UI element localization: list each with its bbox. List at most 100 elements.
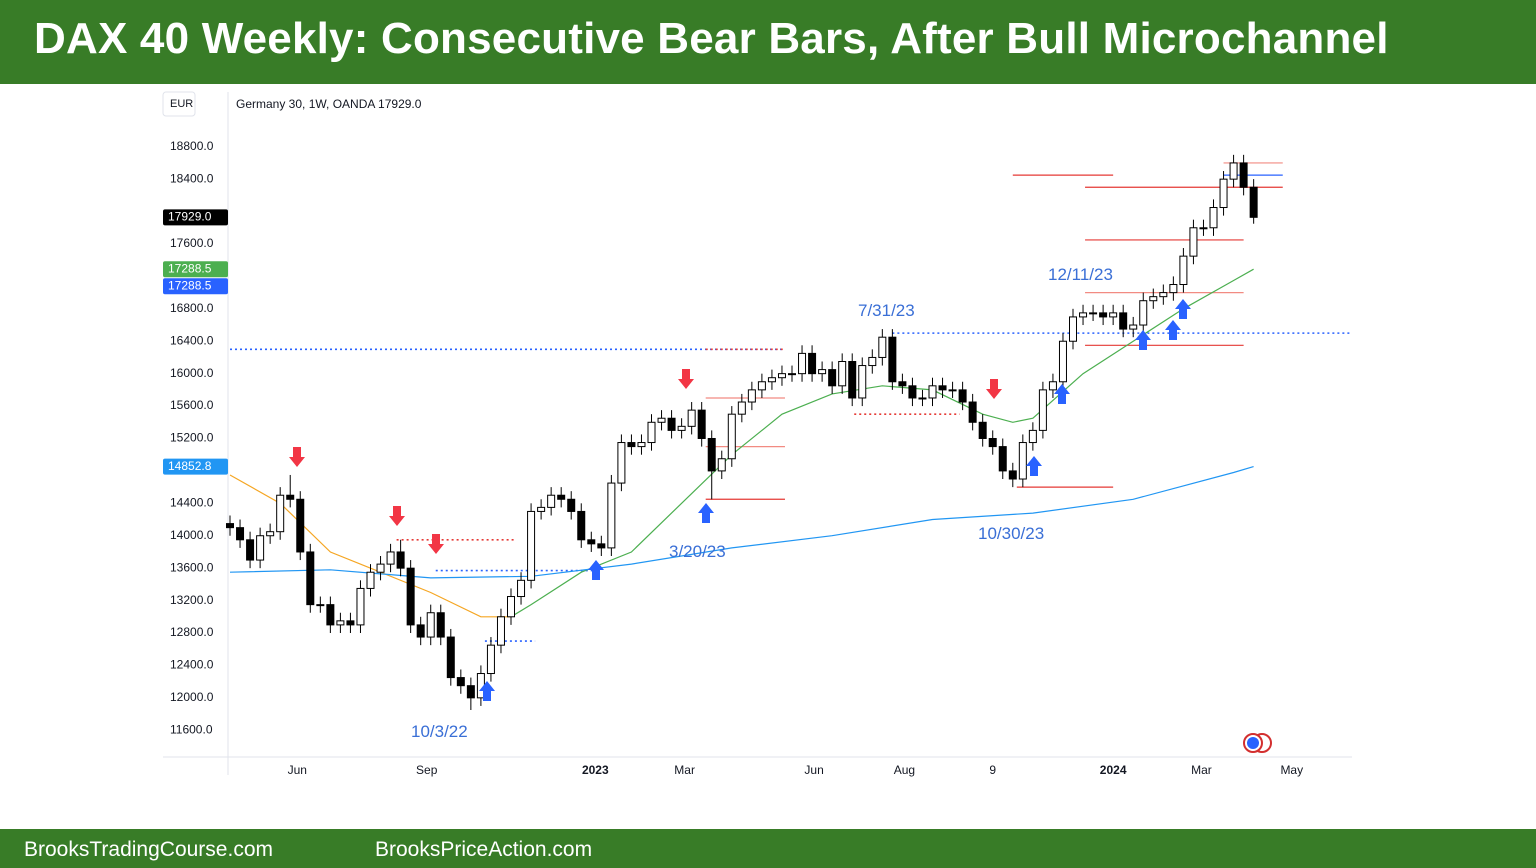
x-tick-label: 2023	[582, 763, 609, 777]
price-tag-label: 14852.8	[168, 459, 212, 473]
y-tick-label: 16000.0	[170, 366, 214, 380]
candle-body	[1079, 312, 1088, 318]
candle-body	[637, 442, 646, 448]
x-tick-label: May	[1280, 763, 1303, 777]
up-arrow	[1175, 299, 1191, 319]
x-tick-label: 2024	[1100, 763, 1127, 777]
candle-body	[256, 535, 265, 561]
candle-body	[828, 369, 837, 387]
candle-body	[667, 417, 676, 431]
candle-body	[346, 620, 355, 626]
candle-body	[236, 527, 245, 541]
candle-body	[657, 417, 666, 423]
candle-body	[1229, 162, 1238, 180]
candles-layer	[226, 154, 1258, 710]
down-arrow	[986, 379, 1002, 399]
candle-body	[1099, 312, 1108, 318]
candle-body	[527, 510, 536, 581]
y-tick-label: 15600.0	[170, 398, 214, 412]
x-tick-label: Jun	[804, 763, 823, 777]
candle-body	[647, 421, 656, 444]
footer: BrooksTradingCourse.com BrooksPriceActio…	[0, 829, 1536, 868]
candle-body	[948, 389, 957, 392]
candle-body	[1018, 442, 1027, 480]
date-annotation: 7/31/23	[858, 301, 915, 320]
candle-body	[918, 397, 927, 400]
candle-body	[868, 356, 877, 367]
arrows-layer	[289, 299, 1191, 701]
y-tick-label: 17600.0	[170, 236, 214, 250]
candle-body	[767, 377, 776, 383]
candle-body	[1129, 324, 1138, 330]
candle-body	[1249, 186, 1258, 218]
candle-body	[266, 531, 275, 537]
candle-body	[818, 369, 827, 375]
candle-body	[1028, 429, 1037, 444]
x-tick-label: Mar	[1191, 763, 1212, 777]
candle-body	[938, 385, 947, 391]
title: DAX 40 Weekly: Consecutive Bear Bars, Af…	[34, 14, 1389, 63]
candle-body	[617, 442, 626, 484]
currency-box	[162, 91, 196, 117]
candle-body	[416, 624, 425, 638]
candle-body	[436, 612, 445, 638]
candle-body	[577, 510, 586, 541]
up-arrow	[588, 560, 604, 580]
candle-body	[627, 442, 636, 448]
candle-body	[607, 482, 616, 549]
candle-body	[968, 401, 977, 423]
candle-body	[296, 498, 305, 553]
y-tick-label: 16400.0	[170, 333, 214, 347]
candle-body	[848, 361, 857, 399]
candle-body	[376, 563, 385, 573]
candle-body	[1139, 300, 1148, 326]
up-arrow	[479, 681, 495, 701]
date-annotation: 10/30/23	[978, 524, 1045, 543]
candle-body	[1199, 227, 1208, 230]
candle-body	[587, 539, 596, 545]
x-tick-label: 9	[989, 763, 996, 777]
candle-body	[777, 373, 786, 379]
candle-body	[336, 620, 345, 626]
up-arrow	[1054, 384, 1070, 404]
candle-body	[1119, 312, 1128, 330]
candle-body	[406, 567, 415, 626]
candle-body	[517, 579, 526, 598]
candle-body	[456, 677, 465, 687]
candle-body	[396, 551, 405, 569]
candle-body	[717, 458, 726, 472]
candle-body	[1058, 340, 1067, 383]
price-tag-label: 17929.0	[168, 209, 212, 223]
candle-body	[1159, 292, 1168, 298]
candle-body	[226, 523, 235, 529]
candle-body	[687, 409, 696, 427]
candle-body	[697, 409, 706, 439]
candle-body	[537, 506, 546, 512]
candle-body	[386, 551, 395, 565]
candle-body	[888, 336, 897, 383]
footer-link: BrooksPriceAction.com	[375, 838, 593, 861]
candle-body	[908, 385, 917, 399]
price-tag	[163, 458, 228, 475]
tv-logo	[1243, 733, 1272, 753]
candle-body	[466, 685, 475, 699]
candle-body	[1109, 312, 1118, 318]
up-arrow	[1165, 320, 1181, 340]
candle-body	[507, 596, 516, 618]
candle-body	[747, 389, 756, 403]
candle-body	[306, 551, 315, 606]
up-arrow	[698, 503, 714, 523]
candle-body	[798, 352, 807, 375]
candle-body	[1038, 389, 1047, 431]
candle-body	[928, 385, 937, 399]
candle-body	[737, 401, 746, 415]
candle-body	[276, 494, 285, 533]
y-tick-label: 15200.0	[170, 431, 214, 445]
candle-body	[958, 389, 967, 403]
down-arrow	[289, 447, 305, 467]
candle-body	[557, 494, 566, 500]
candle-body	[1239, 162, 1248, 188]
candle-body	[1069, 316, 1078, 342]
